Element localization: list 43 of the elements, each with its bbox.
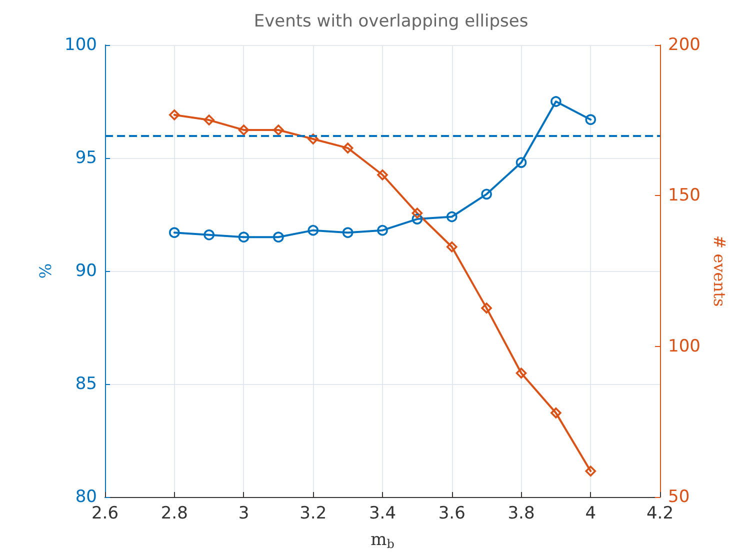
point xyxy=(481,302,492,314)
point xyxy=(550,96,562,107)
point xyxy=(168,227,180,238)
y2-axis-title: # events xyxy=(710,235,729,307)
point xyxy=(585,114,596,125)
point xyxy=(446,241,458,252)
point xyxy=(481,188,492,200)
point xyxy=(412,214,423,224)
x-tick-label: 3.4 xyxy=(368,504,396,524)
y2-tick-label: 100 xyxy=(668,336,700,356)
x-tick-label: 3.6 xyxy=(438,504,466,524)
point xyxy=(204,229,214,240)
point xyxy=(585,466,596,476)
point xyxy=(204,114,214,126)
point xyxy=(238,232,250,242)
point xyxy=(273,124,284,136)
y-axis-title: % xyxy=(36,263,56,279)
point xyxy=(550,408,562,418)
x-tick-label: 2.8 xyxy=(160,504,188,524)
point xyxy=(377,224,388,236)
point xyxy=(342,142,354,154)
point xyxy=(412,208,423,219)
point xyxy=(308,134,319,144)
y2-tick-label: 150 xyxy=(668,186,700,206)
y-tick-label: 100 xyxy=(64,35,97,55)
point xyxy=(377,169,388,180)
point xyxy=(342,227,354,238)
x-tick-label: 3.8 xyxy=(508,504,535,524)
point xyxy=(516,368,527,379)
point xyxy=(168,110,180,120)
x-tick-label: 4 xyxy=(585,504,596,524)
x-tick-label: 3.2 xyxy=(300,504,327,524)
y2-tick-label: 200 xyxy=(668,35,700,55)
chart-title: Events with overlapping ellipses xyxy=(254,12,528,32)
x-tick-label: 3 xyxy=(238,504,250,524)
point xyxy=(308,224,319,236)
y-tick-label: 85 xyxy=(75,374,97,394)
y-tick-label: 95 xyxy=(75,148,97,168)
point xyxy=(516,157,527,168)
point xyxy=(273,232,284,242)
y-tick-label: 90 xyxy=(75,261,97,281)
point xyxy=(238,124,250,136)
point xyxy=(446,211,458,222)
